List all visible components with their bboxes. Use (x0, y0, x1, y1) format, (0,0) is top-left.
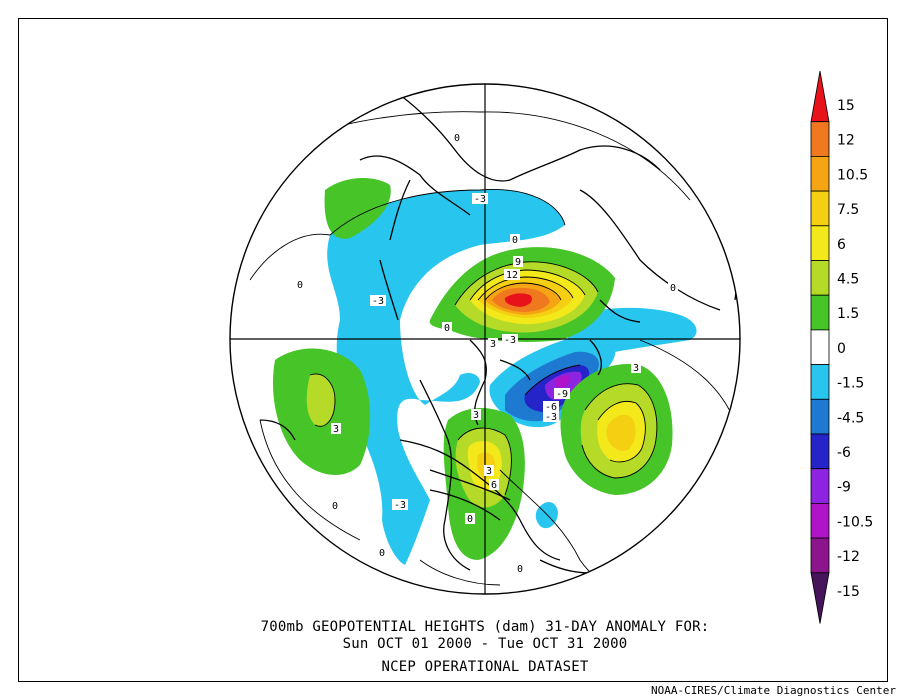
contour-label-bg (442, 322, 452, 333)
contour-label: -3 (504, 335, 516, 346)
colorbar-segment (810, 364, 830, 400)
colorbar-tick-label: 1.5 (837, 306, 859, 322)
contour-label: -3 (474, 194, 486, 205)
contour-label-bg (484, 465, 494, 476)
contour-label: 0 (454, 133, 460, 144)
colorbar-segment (810, 468, 830, 504)
contour-label-bg (489, 479, 499, 490)
colorbar-segment (810, 572, 830, 624)
contour-label-bg (471, 409, 481, 420)
contour-label-bg (377, 547, 387, 558)
contour-label: 0 (297, 280, 303, 291)
contour-label: 0 (332, 501, 338, 512)
colorbar-tick-label: 10.5 (837, 167, 868, 183)
colorbar-tick-label: -12 (837, 549, 860, 565)
colorbar-tick-label: -4.5 (837, 410, 864, 426)
contour-label-bg (543, 411, 559, 422)
contour-label-bg (631, 362, 641, 373)
contour-label-bg (488, 338, 498, 349)
colorbar-segment (810, 537, 830, 574)
contour-label: 0 (467, 514, 473, 525)
colorbar-tick-label: 4.5 (837, 272, 859, 288)
colorbar-segment (810, 70, 830, 123)
colorbar-tick-label: -9 (837, 480, 851, 496)
contour-label: 0 (512, 235, 518, 246)
colorbar-segment (810, 260, 830, 296)
colorbar-segment (810, 155, 830, 192)
contour-label: -9 (556, 389, 568, 400)
figure-frame (18, 18, 888, 682)
map-title-line1: 700mb GEOPOTENTIAL HEIGHTS (dam) 31-DAY … (260, 619, 710, 635)
colorbar-segment (810, 294, 830, 331)
colorbar-tick-label: -1.5 (837, 376, 864, 392)
colorbar: 15 12 10.5 7.5 6 4.5 1.5 0 -1.5 -4.5 -6 -9 -10.5 -12 -… (810, 70, 873, 624)
colorbar-segment (810, 398, 830, 435)
contour-label: -3 (394, 500, 406, 511)
contour-label: 3 (486, 466, 492, 477)
map-title-line2: Sun OCT 01 2000 - Tue OCT 31 2000 (342, 636, 628, 652)
colorbar-segment (810, 502, 830, 539)
colorbar-segment (810, 121, 830, 157)
colorbar-tick-label: 0 (837, 341, 846, 357)
contour-label: 0 (517, 564, 523, 575)
contour-label-bg (513, 256, 523, 267)
colorbar-tick-label: 7.5 (837, 202, 859, 218)
colorbar-segment (810, 225, 830, 261)
colorbar-tick-label: -10.5 (837, 514, 873, 530)
contour-label-bg (392, 499, 408, 510)
colorbar-segment (810, 329, 830, 365)
contour-label: 12 (506, 270, 518, 281)
contour-label-bg (502, 334, 518, 345)
dataset-label: NCEP OPERATIONAL DATASET (381, 659, 589, 675)
contour-label: -6 (545, 402, 557, 413)
contour-label-bg (504, 269, 520, 280)
colorbar-tick-label: 15 (837, 98, 855, 114)
contour-label-bg (515, 563, 525, 574)
contour-label: -3 (372, 296, 384, 307)
contour-label: 0 (379, 548, 385, 559)
contour-label-bg (543, 401, 559, 412)
contour-label-bg (452, 132, 462, 143)
contour-label-bg (295, 279, 305, 290)
colorbar-tick-label: -15 (837, 584, 860, 600)
contour-label-bg (510, 234, 520, 245)
contour-label-bg (370, 295, 386, 306)
colorbar-tick-label: -6 (837, 445, 851, 461)
contour-label: 3 (633, 363, 639, 374)
contour-label: 3 (473, 410, 479, 421)
contour-label-bg (668, 282, 678, 293)
contour-label: -3 (545, 412, 557, 423)
colorbar-tick-label: 6 (837, 237, 846, 253)
colorbar-segment (810, 190, 830, 227)
positive-anomaly-northwest (324, 178, 391, 239)
colorbar-segment (810, 433, 830, 470)
contour-label: 0 (444, 323, 450, 334)
contour-label: 0 (670, 283, 676, 294)
contour-label-bg (472, 193, 488, 204)
contour-label: 3 (333, 424, 339, 435)
credit-text: NOAA-CIRES/Climate Diagnostics Center (650, 684, 896, 697)
contour-label: 9 (515, 257, 521, 268)
contour-label: 3 (490, 339, 496, 350)
colorbar-tick-label: 12 (837, 133, 855, 149)
contour-label-bg (331, 423, 341, 434)
contour-label-bg (465, 513, 475, 524)
contour-label: 6 (491, 480, 497, 491)
contour-label-bg (330, 500, 340, 511)
contour-label-bg (554, 388, 570, 399)
